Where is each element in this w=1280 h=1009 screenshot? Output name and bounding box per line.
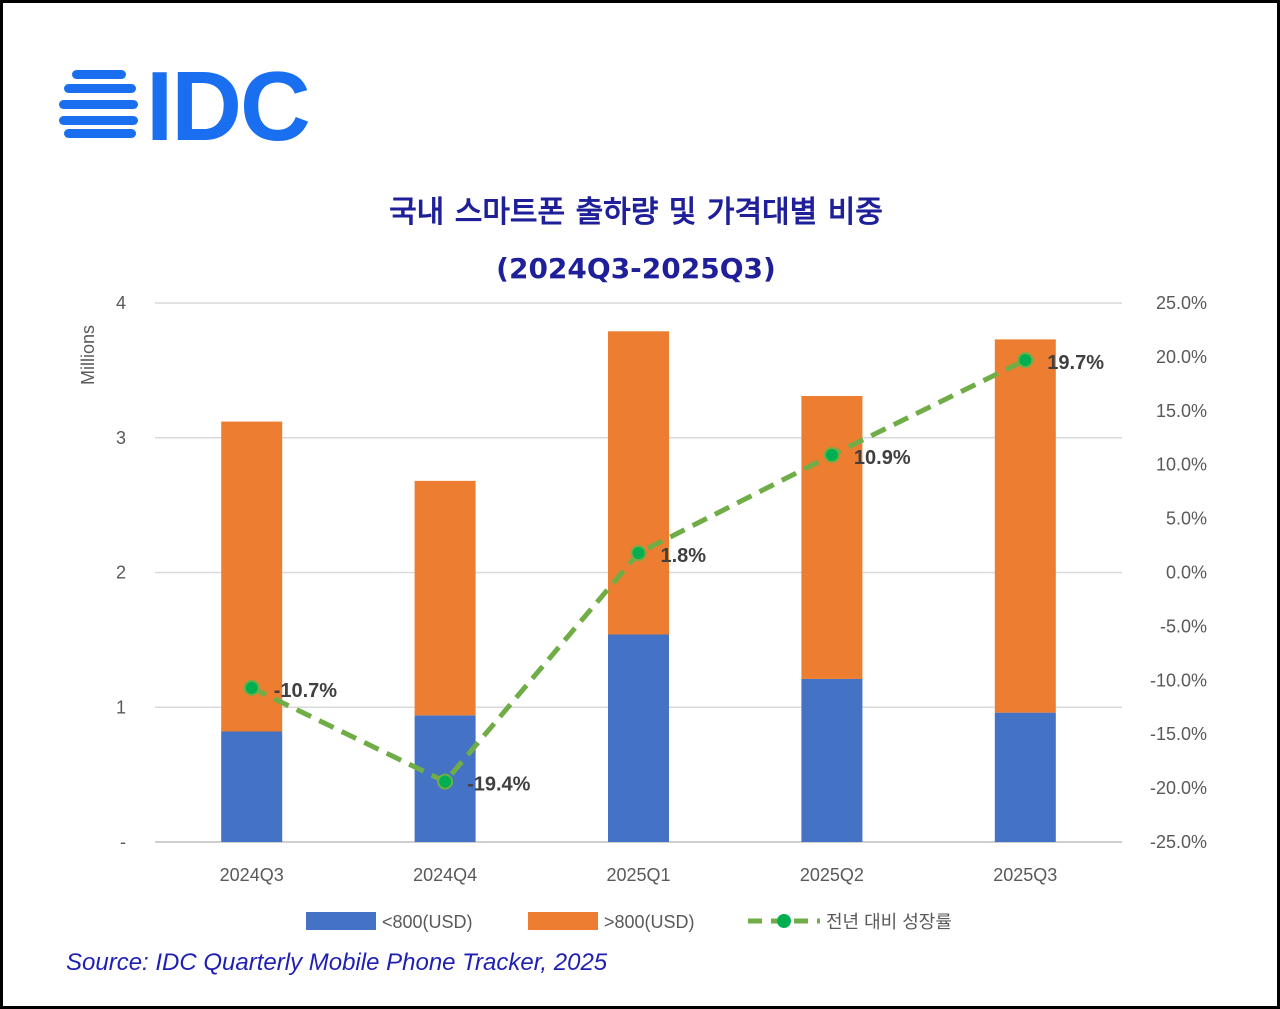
y2-tick-label: -10.0% [1150,670,1207,690]
y-tick-label: 4 [116,293,126,313]
logo-stripe [64,129,136,138]
y-tick-label: - [120,832,126,852]
y2-tick-label: -5.0% [1160,616,1207,636]
bar-over-800 [801,395,863,679]
logo-text: IDC [146,51,309,161]
growth-data-label: 1.8% [661,545,707,567]
bar-under-800 [608,634,669,842]
logo-globe-icon [59,70,138,138]
logo-stripe [64,84,136,93]
x-tick-label: 2024Q4 [413,865,477,885]
y-axis-label: Millions [78,325,98,385]
y2-tick-label: -25.0% [1150,832,1207,852]
legend-swatch-under-800 [306,912,376,930]
legend-label: <800(USD) [382,912,473,932]
bar-under-800 [801,678,863,842]
y2-tick-label: 10.0% [1156,455,1207,475]
y2-tick-label: -20.0% [1150,778,1207,798]
chart-subtitle: (2024Q3-2025Q3) [496,252,776,285]
growth-data-label: -19.4% [467,774,531,796]
bar-under-800 [994,712,1056,842]
growth-data-label: 10.9% [854,447,911,469]
y2-tick-label: 25.0% [1156,293,1207,313]
y-tick-label: 3 [116,428,126,448]
legend-marker [777,914,791,928]
legend-swatch-over-800 [528,912,598,930]
y-tick-label: 2 [116,563,126,583]
chart-title: 국내 스마트폰 출하량 및 가격대별 비중 [389,195,883,230]
x-tick-label: 2025Q2 [800,865,864,885]
bar-under-800 [221,731,283,842]
x-tick-label: 2025Q3 [993,865,1057,885]
logo-stripe [59,100,138,109]
growth-point [630,545,647,562]
growth-point [243,679,260,696]
legend-label: 전년 대비 성장률 [826,912,952,932]
growth-point [823,446,840,463]
y2-tick-label: 20.0% [1156,347,1207,367]
growth-data-label: -10.7% [274,680,338,702]
y2-tick-label: 5.0% [1166,509,1207,529]
y2-tick-label: 15.0% [1156,401,1207,421]
bar-over-800 [608,331,669,635]
y-tick-label: 1 [116,697,126,717]
bar-over-800 [414,480,476,716]
growth-point [437,773,454,790]
y2-tick-label: -15.0% [1150,724,1207,744]
source-note: Source: IDC Quarterly Mobile Phone Track… [66,949,608,976]
y2-tick-label: 0.0% [1166,563,1207,583]
logo-stripe [72,70,126,79]
idc-logo: IDC [59,51,311,161]
x-tick-label: 2025Q1 [606,865,670,885]
x-tick-label: 2024Q3 [220,865,284,885]
growth-point [1017,352,1034,369]
legend-label: >800(USD) [604,912,695,932]
growth-data-label: 19.7% [1047,352,1104,374]
logo-stripe [59,116,138,125]
bar-over-800 [994,339,1056,713]
